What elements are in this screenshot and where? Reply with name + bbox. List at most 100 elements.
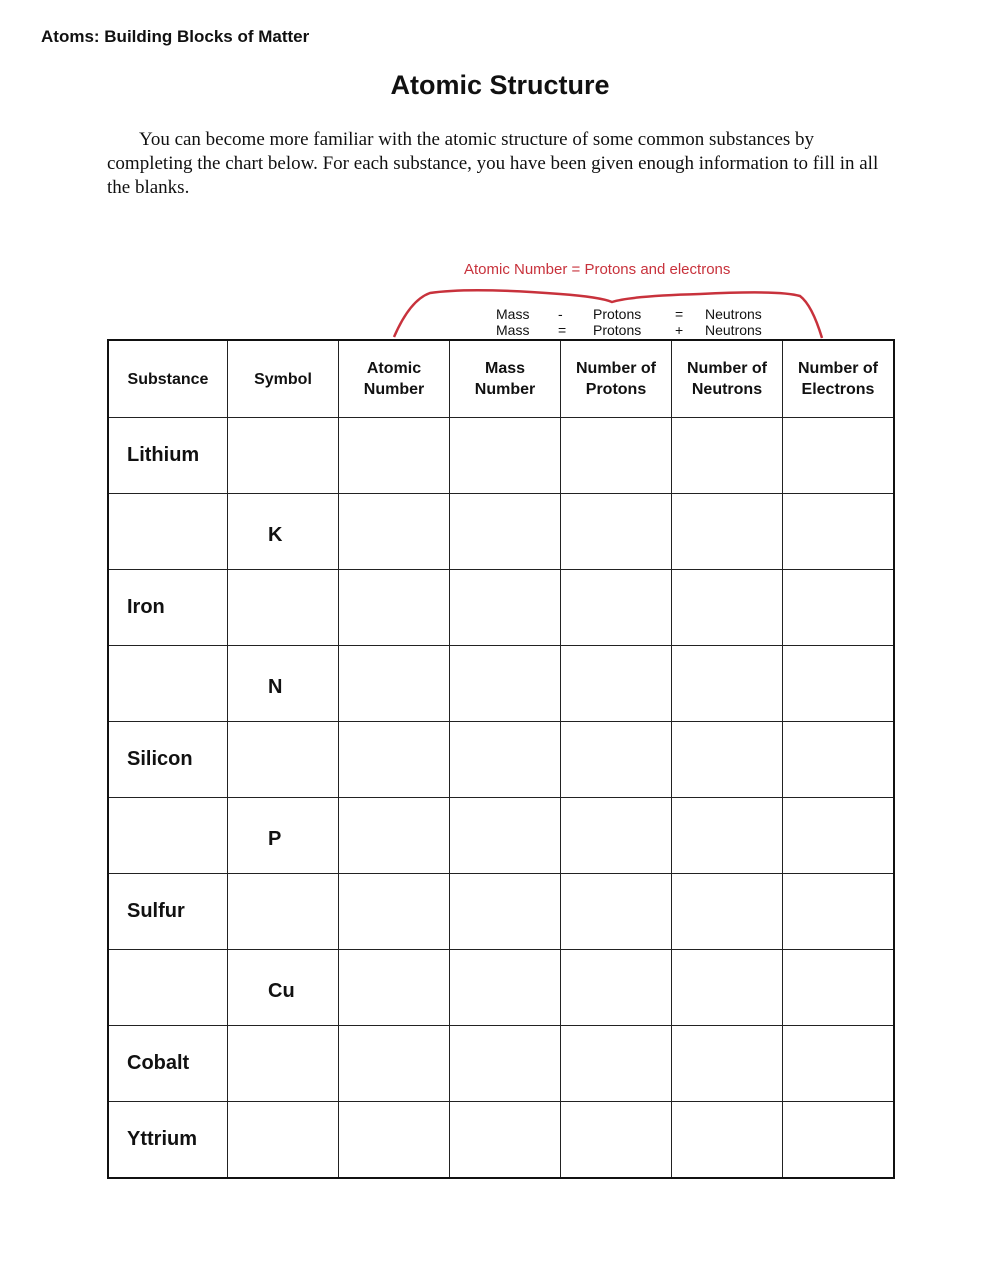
- symbol-text: [228, 418, 338, 448]
- blank-cell[interactable]: [782, 645, 895, 722]
- column-header: Mass Number: [449, 339, 561, 418]
- blank-cell[interactable]: [560, 797, 672, 874]
- blank-cell[interactable]: [782, 949, 895, 1026]
- substance-name: [109, 798, 227, 824]
- blank-cell[interactable]: [671, 417, 783, 494]
- blank-cell[interactable]: [338, 645, 450, 722]
- symbol-text: [228, 722, 338, 752]
- column-header: Symbol: [227, 339, 339, 418]
- blank-cell[interactable]: [338, 873, 450, 950]
- instructions: You can become more familiar with the at…: [107, 129, 879, 198]
- substance-cell: Lithium: [107, 417, 228, 494]
- substance-cell: [107, 949, 228, 1026]
- blank-cell[interactable]: [449, 797, 561, 874]
- blank-cell[interactable]: [782, 569, 895, 646]
- table-row: Cu: [107, 949, 895, 1026]
- blank-cell[interactable]: [671, 873, 783, 950]
- blank-cell[interactable]: [560, 1101, 672, 1179]
- symbol-text: [228, 1102, 338, 1132]
- symbol-cell: [227, 721, 339, 798]
- table-row: Cobalt: [107, 1025, 895, 1102]
- table-row: Yttrium: [107, 1101, 895, 1179]
- blank-cell[interactable]: [449, 493, 561, 570]
- substance-name: Sulfur: [127, 900, 185, 922]
- blank-cell[interactable]: [782, 1025, 895, 1102]
- blank-cell[interactable]: [449, 1101, 561, 1179]
- blank-cell[interactable]: [671, 645, 783, 722]
- substance-cell: [107, 797, 228, 874]
- symbol-text: K: [268, 524, 283, 546]
- symbol-cell: [227, 417, 339, 494]
- blank-cell[interactable]: [449, 645, 561, 722]
- substance-cell: [107, 645, 228, 722]
- substance-name: [109, 950, 227, 976]
- blank-cell[interactable]: [338, 949, 450, 1026]
- blank-cell[interactable]: [338, 1101, 450, 1179]
- blank-cell[interactable]: [560, 949, 672, 1026]
- blank-cell[interactable]: [782, 493, 895, 570]
- red-brace: [392, 289, 824, 339]
- table-row: P: [107, 797, 895, 874]
- symbol-text: N: [268, 676, 283, 698]
- blank-cell[interactable]: [338, 1025, 450, 1102]
- annotation-note: Atomic Number = Protons and electrons: [464, 261, 731, 278]
- blank-cell[interactable]: [560, 1025, 672, 1102]
- blank-cell[interactable]: [671, 1025, 783, 1102]
- equation-term: Neutrons: [705, 322, 762, 338]
- substance-name: Lithium: [127, 444, 200, 466]
- blank-cell[interactable]: [671, 569, 783, 646]
- blank-cell[interactable]: [671, 721, 783, 798]
- symbol-text: [228, 874, 338, 904]
- substance-cell: Silicon: [107, 721, 228, 798]
- blank-cell[interactable]: [449, 417, 561, 494]
- blank-cell[interactable]: [560, 569, 672, 646]
- equation-term: Protons: [593, 306, 642, 322]
- substance-name: Cobalt: [127, 1052, 190, 1074]
- symbol-cell: [227, 873, 339, 950]
- equation-term: Neutrons: [705, 306, 762, 322]
- blank-cell[interactable]: [449, 569, 561, 646]
- substance-cell: Cobalt: [107, 1025, 228, 1102]
- blank-cell[interactable]: [782, 1101, 895, 1179]
- blank-cell[interactable]: [449, 1025, 561, 1102]
- blank-cell[interactable]: [782, 417, 895, 494]
- symbol-cell: N: [227, 645, 339, 722]
- blank-cell[interactable]: [338, 417, 450, 494]
- blank-cell[interactable]: [671, 949, 783, 1026]
- symbol-cell: [227, 1101, 339, 1179]
- blank-cell[interactable]: [671, 493, 783, 570]
- equation-term: =: [675, 306, 684, 322]
- table-row: N: [107, 645, 895, 722]
- blank-cell[interactable]: [338, 493, 450, 570]
- equation-term: Mass: [496, 322, 530, 338]
- blank-cell[interactable]: [782, 797, 895, 874]
- blank-cell[interactable]: [671, 797, 783, 874]
- blank-cell[interactable]: [671, 1101, 783, 1179]
- blank-cell[interactable]: [338, 569, 450, 646]
- substance-name: Yttrium: [127, 1128, 197, 1150]
- symbol-text: [228, 1026, 338, 1056]
- blank-cell[interactable]: [449, 721, 561, 798]
- blank-cell[interactable]: [560, 645, 672, 722]
- blank-cell[interactable]: [560, 873, 672, 950]
- blank-cell[interactable]: [782, 873, 895, 950]
- substance-name: [109, 646, 227, 672]
- blank-cell[interactable]: [338, 797, 450, 874]
- blank-cell[interactable]: [560, 721, 672, 798]
- equation-term: =: [558, 322, 567, 338]
- table-row: K: [107, 493, 895, 570]
- blank-cell[interactable]: [560, 417, 672, 494]
- symbol-text: P: [268, 828, 282, 850]
- blank-cell[interactable]: [449, 949, 561, 1026]
- blank-cell[interactable]: [782, 721, 895, 798]
- substance-name: Silicon: [127, 748, 193, 770]
- symbol-text: Cu: [268, 980, 295, 1002]
- table-row: Lithium: [107, 417, 895, 494]
- blank-cell[interactable]: [560, 493, 672, 570]
- blank-cell[interactable]: [338, 721, 450, 798]
- symbol-cell: Cu: [227, 949, 339, 1026]
- blank-cell[interactable]: [449, 873, 561, 950]
- symbol-cell: [227, 569, 339, 646]
- substance-name: [109, 494, 227, 520]
- substance-name: Iron: [127, 596, 165, 618]
